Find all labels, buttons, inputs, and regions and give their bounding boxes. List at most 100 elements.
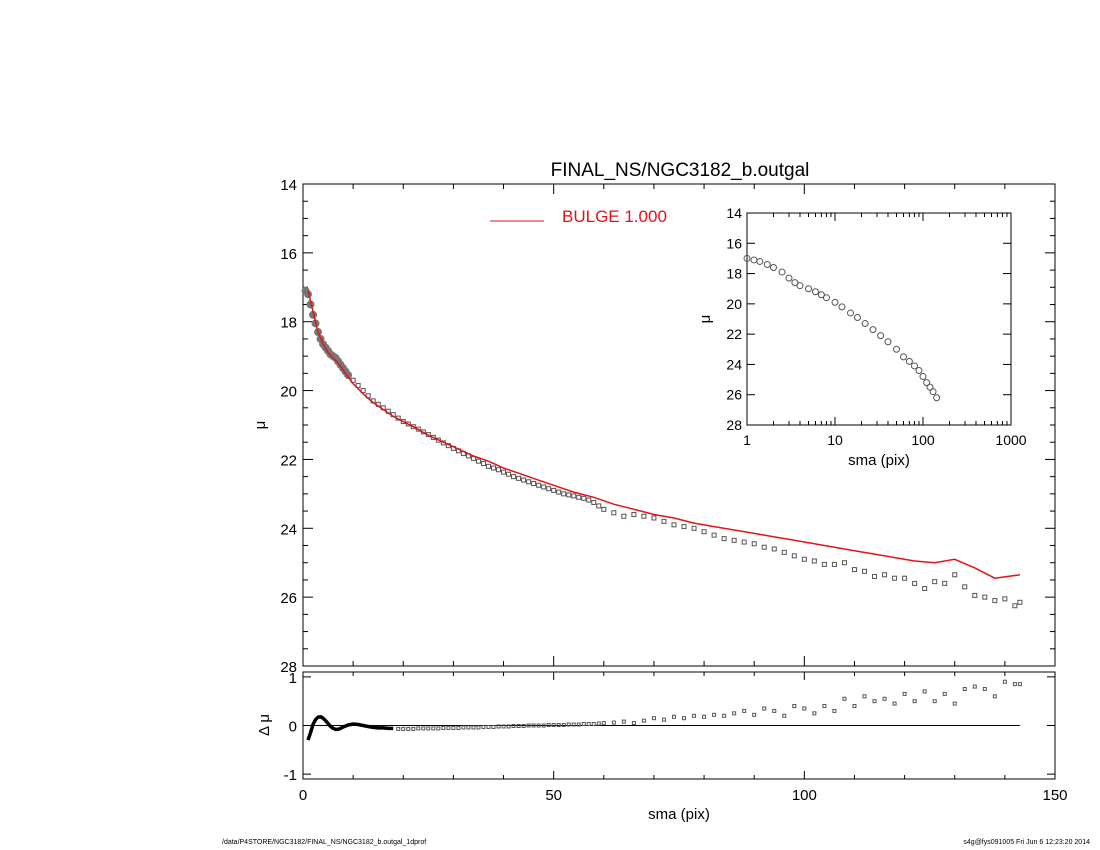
main-data-point — [536, 482, 542, 488]
residual-data-point — [571, 722, 576, 727]
inset-axis-ticks: 14 16 18 20 22 24 26 281 10 100 1000 — [726, 205, 1026, 448]
main-data-point — [506, 471, 512, 477]
inset-data-point — [817, 291, 825, 299]
residual-axis-ticks: 10-10 50 100 150 — [284, 670, 1068, 804]
main-data-point — [475, 458, 481, 464]
inset-x-axis-label: sma (pix) — [848, 452, 910, 469]
main-data-point — [501, 469, 507, 475]
residual-y-tick-label: 0 — [289, 719, 297, 736]
main-data-point — [491, 465, 497, 471]
main-y-tick-label: 18 — [280, 315, 297, 332]
residual-data-point — [421, 726, 426, 731]
residual-data-point — [456, 725, 461, 730]
inset-data-point — [805, 285, 813, 293]
main-data-point — [922, 586, 928, 592]
inset-data-point — [910, 362, 918, 370]
inset-y-tick-label: 18 — [726, 266, 742, 282]
main-data-point — [952, 572, 958, 578]
residual-data-point — [491, 724, 496, 729]
main-data-point — [701, 529, 707, 535]
inset-data-point — [763, 260, 771, 268]
inset-y-tick-label: 26 — [726, 387, 742, 403]
chart-title: FINAL_NS/NGC3182_b.outgal — [551, 160, 810, 181]
residual-x-tick-label: 100 — [792, 787, 817, 804]
residual-data-point — [812, 711, 817, 716]
main-data-point — [641, 513, 647, 519]
inset-y-axis-label: μ — [697, 315, 714, 324]
residual-x-axis-label: sma (pix) — [648, 806, 710, 823]
main-data-point — [581, 495, 587, 501]
main-data-point — [932, 579, 938, 585]
residual-data-point — [661, 717, 666, 722]
main-data-point — [576, 494, 582, 500]
inset-y-tick-label: 24 — [726, 356, 742, 372]
residual-data-point — [712, 712, 717, 717]
main-y-axis-label: μ — [252, 421, 269, 430]
residual-data-point — [992, 694, 997, 699]
residual-data-point — [732, 711, 737, 716]
inset-data-point — [756, 257, 764, 265]
inset-data-point — [861, 320, 869, 328]
main-data-point — [586, 497, 592, 503]
residual-data-point — [962, 687, 967, 692]
residual-data-point — [902, 691, 907, 696]
residual-data-point — [942, 691, 947, 696]
residual-data-point — [446, 725, 451, 730]
inset-data-point — [796, 282, 804, 290]
main-data-point — [631, 512, 637, 518]
residual-data-point — [882, 696, 887, 701]
main-data-point — [661, 518, 667, 524]
inset-plot-frame — [746, 212, 1012, 426]
main-data-point — [621, 513, 627, 519]
residual-data-point — [466, 725, 471, 730]
main-data-point — [751, 541, 757, 547]
residual-data-point — [401, 726, 406, 731]
residual-data-point — [541, 723, 546, 728]
main-data-point — [771, 546, 777, 552]
main-data-point — [691, 525, 697, 531]
inset-y-tick-label: 20 — [726, 296, 742, 312]
residual-data-point — [631, 721, 636, 726]
inset-data-point — [933, 394, 941, 402]
residual-inner-curve — [306, 714, 394, 741]
residual-data-point — [802, 706, 807, 711]
residual-data-point — [772, 708, 777, 713]
inset-data-point — [853, 313, 861, 321]
residual-data-point — [546, 723, 551, 728]
residual-x-tick-label: 0 — [299, 787, 307, 804]
main-data-point — [882, 572, 888, 578]
main-data-point — [872, 573, 878, 579]
residual-data-point — [406, 726, 411, 731]
residual-data-point — [972, 684, 977, 689]
main-data-point — [405, 421, 411, 427]
inset-data-point — [923, 379, 931, 387]
residual-data-point — [566, 722, 571, 727]
inset-data-point — [899, 353, 907, 361]
residual-data-point — [1002, 679, 1007, 684]
main-data-point — [721, 536, 727, 542]
residual-data-point — [1017, 682, 1022, 687]
inset-data-point — [838, 303, 846, 311]
main-data-point — [571, 493, 577, 499]
residual-data-point — [912, 699, 917, 704]
residual-data-point — [481, 724, 486, 729]
main-data-point — [791, 553, 797, 559]
inset-plot-panel: sma (pix) μ 14 16 18 20 22 24 26 281 10 100 1000 — [697, 205, 1027, 469]
main-data-point — [651, 515, 657, 521]
main-data-point — [566, 492, 572, 498]
main-data-point — [561, 491, 567, 497]
inset-data-point — [929, 388, 937, 396]
residual-data-point — [792, 704, 797, 709]
residual-data-point — [742, 708, 747, 713]
residual-data-point — [752, 712, 757, 717]
residual-data-point — [521, 723, 526, 728]
residual-data-point — [506, 724, 511, 729]
residual-data-point — [531, 723, 536, 728]
residual-plot-marks — [305, 679, 1022, 741]
inset-data-point — [877, 332, 885, 340]
main-data-point — [551, 487, 557, 493]
footer-file-path: /data/P4STORE/NGC3182/FINAL_NS/NGC3182_b… — [222, 839, 427, 846]
residual-data-point — [1012, 682, 1017, 687]
residual-data-point — [932, 699, 937, 704]
